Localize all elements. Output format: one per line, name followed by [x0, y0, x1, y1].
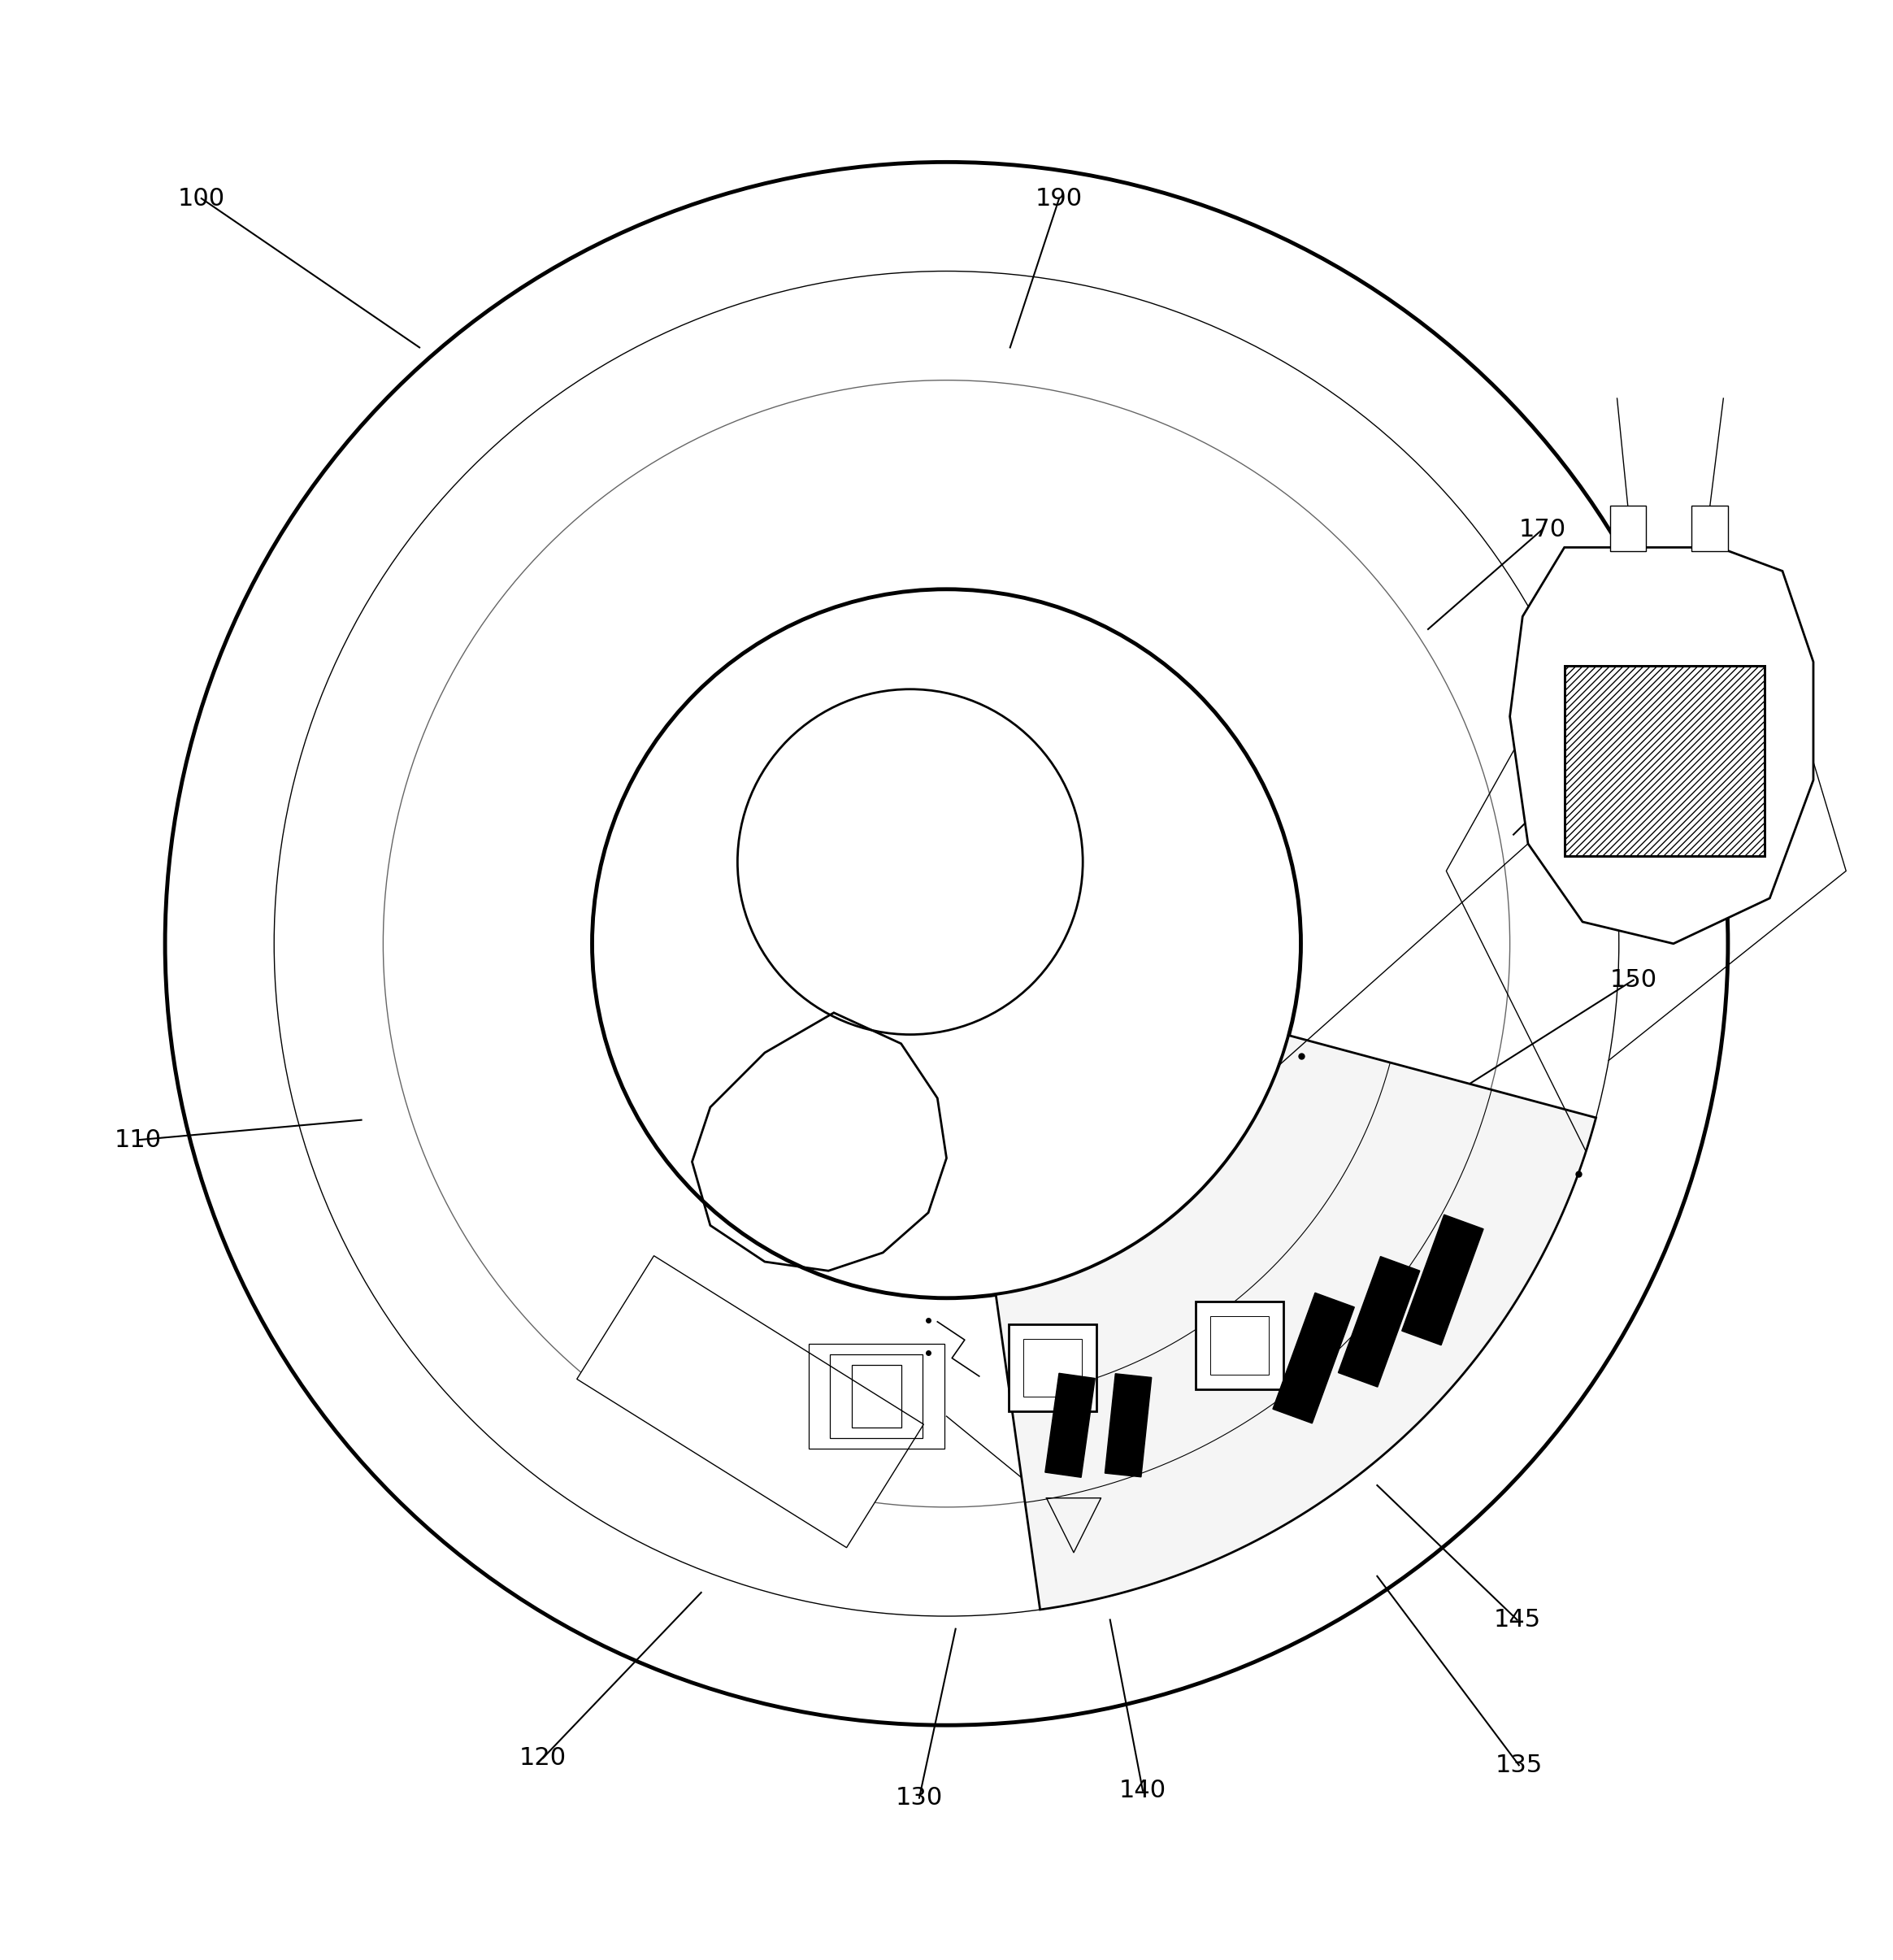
Bar: [831, 1354, 924, 1439]
Text: 140: 140: [1119, 1780, 1166, 1803]
Text: 110: 110: [114, 1129, 161, 1152]
Text: 135: 135: [1495, 1754, 1543, 1778]
Bar: [1210, 1317, 1268, 1374]
Text: 130: 130: [895, 1786, 943, 1809]
Bar: [1609, 506, 1647, 551]
Polygon shape: [996, 1035, 1596, 1609]
Bar: [1564, 666, 1764, 857]
Text: 120: 120: [519, 1746, 566, 1770]
Bar: [1403, 1215, 1484, 1345]
Bar: [808, 1343, 945, 1448]
Bar: [1009, 1325, 1096, 1411]
Text: 100: 100: [178, 186, 225, 210]
Bar: [852, 1366, 901, 1427]
Bar: [1564, 666, 1764, 857]
Bar: [1272, 1294, 1353, 1423]
Bar: [1196, 1301, 1283, 1390]
Text: 150: 150: [1609, 968, 1656, 992]
Text: 145: 145: [1494, 1607, 1541, 1631]
Bar: [1338, 1256, 1420, 1388]
Bar: [1692, 506, 1728, 551]
Bar: [1024, 1339, 1081, 1397]
PathPatch shape: [1511, 547, 1813, 943]
Bar: [1106, 1374, 1151, 1478]
Polygon shape: [577, 1256, 924, 1548]
Text: 160: 160: [1609, 706, 1656, 729]
Text: 170: 170: [1518, 517, 1566, 541]
Text: 190: 190: [1035, 186, 1083, 210]
Bar: [1045, 1374, 1094, 1478]
